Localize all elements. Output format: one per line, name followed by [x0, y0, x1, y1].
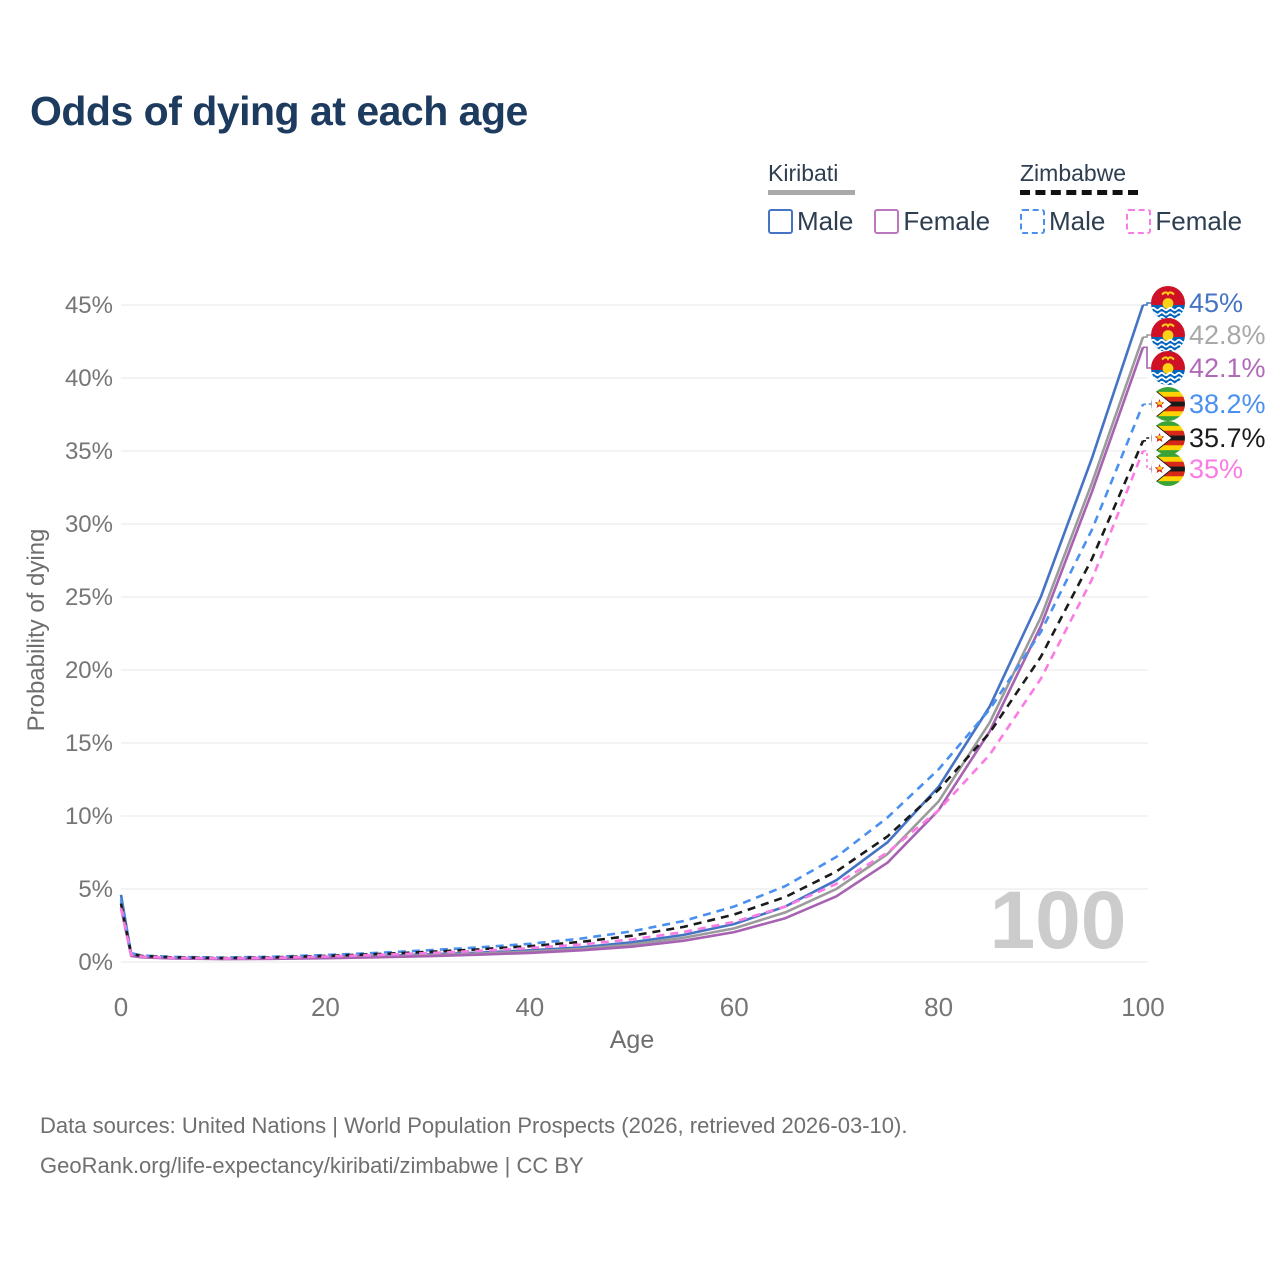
- end-label-zimbabwe-both: 35.7%: [1189, 423, 1266, 453]
- footer-attribution: GeoRank.org/life-expectancy/kiribati/zim…: [40, 1153, 584, 1178]
- checkbox-kiribati-female[interactable]: [874, 209, 900, 234]
- series-line-kiribati-both[interactable]: [119, 336, 1145, 961]
- series-connector-kiribati-female: [1143, 346, 1151, 369]
- y-tick-label-40: 40%: [65, 365, 113, 392]
- y-tick-label-15: 15%: [65, 730, 113, 757]
- legend-label-kiribati-female[interactable]: Female: [903, 206, 991, 236]
- kiribati-flag-icon: [1151, 351, 1185, 385]
- kiribati-flag-icon: [1151, 286, 1185, 320]
- legend-item-zimbabwe-female[interactable]: Female: [1126, 206, 1242, 237]
- x-tick-label-20: 20: [311, 992, 340, 1022]
- end-label-zimbabwe-female: 35%: [1189, 454, 1243, 484]
- y-tick-label-10: 10%: [65, 803, 113, 830]
- page-title: Odds of dying at each age: [30, 88, 528, 134]
- series-line-kiribati-male[interactable]: [119, 304, 1145, 960]
- legend-items-kiribati: Male Female: [768, 206, 990, 237]
- series-connector-zimbabwe-both: [1143, 437, 1151, 442]
- zimbabwe-line-style-swatch: [1020, 190, 1138, 195]
- y-tick-label-35: 35%: [65, 438, 113, 465]
- y-tick-label-30: 30%: [65, 511, 113, 538]
- end-label-kiribati-both: 42.8%: [1189, 320, 1266, 350]
- series-line-zimbabwe-both[interactable]: [119, 440, 1145, 960]
- legend-item-kiribati-male[interactable]: Male: [768, 206, 853, 237]
- series-line-zimbabwe-female[interactable]: [119, 450, 1145, 960]
- legend-country-label-zimbabwe: Zimbabwe: [1020, 160, 1127, 186]
- legend-label-zimbabwe-male[interactable]: Male: [1049, 206, 1106, 236]
- x-tick-label-40: 40: [515, 992, 544, 1022]
- checkbox-kiribati-male[interactable]: [768, 209, 793, 234]
- legend-item-kiribati-female[interactable]: Female: [874, 206, 990, 237]
- series-connector-zimbabwe-female: [1143, 450, 1151, 470]
- end-label-kiribati-female: 42.1%: [1189, 353, 1266, 383]
- legend-group-zimbabwe: Zimbabwe Male Female: [1020, 160, 1242, 237]
- checkbox-zimbabwe-female[interactable]: [1126, 209, 1152, 234]
- kiribati-line-style-swatch: [768, 190, 855, 195]
- y-tick-label-25: 25%: [65, 584, 113, 611]
- legend: Kiribati Male Female Zimbabwe Male: [0, 160, 1280, 240]
- kiribati-flag-icon: [1151, 318, 1185, 352]
- end-label-zimbabwe-male: 38.2%: [1189, 389, 1266, 419]
- y-axis-title: Probability of dying: [23, 529, 50, 732]
- series-connector-kiribati-both: [1143, 334, 1151, 338]
- end-label-kiribati-male: 45%: [1189, 288, 1243, 318]
- x-tick-label-60: 60: [720, 992, 749, 1022]
- y-tick-label-45: 45%: [65, 292, 113, 319]
- age-watermark: 100: [990, 875, 1127, 966]
- zimbabwe-flag-icon: [1151, 421, 1185, 455]
- legend-item-zimbabwe-male[interactable]: Male: [1020, 206, 1105, 237]
- legend-group-kiribati: Kiribati Male Female: [768, 160, 990, 237]
- footer: Data sources: United Nations | World Pop…: [40, 1106, 907, 1186]
- x-tick-label-100: 100: [1121, 992, 1164, 1022]
- x-axis-title: Age: [610, 1026, 654, 1054]
- zimbabwe-flag-icon: [1151, 452, 1185, 486]
- y-tick-label-0: 0%: [78, 949, 113, 976]
- y-tick-label-20: 20%: [65, 657, 113, 684]
- y-tick-label-5: 5%: [78, 876, 113, 903]
- footer-data-sources: Data sources: United Nations | World Pop…: [40, 1113, 908, 1138]
- checkbox-zimbabwe-male[interactable]: [1020, 209, 1045, 234]
- series-connector-kiribati-male: [1143, 302, 1151, 306]
- series-line-kiribati-female[interactable]: [119, 346, 1145, 961]
- legend-label-zimbabwe-female[interactable]: Female: [1155, 206, 1243, 236]
- legend-items-zimbabwe: Male Female: [1020, 206, 1242, 237]
- zimbabwe-flag-icon: [1151, 387, 1185, 421]
- legend-label-kiribati-male[interactable]: Male: [797, 206, 854, 236]
- x-tick-label-80: 80: [924, 992, 953, 1022]
- x-tick-label-0: 0: [114, 992, 128, 1022]
- legend-country-label-kiribati: Kiribati: [768, 160, 839, 186]
